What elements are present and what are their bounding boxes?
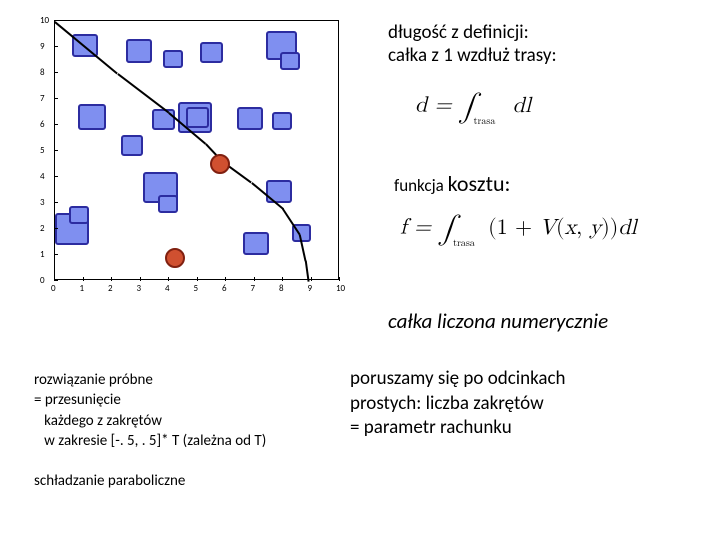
obstacle-square [163,50,183,68]
path-segment [55,21,119,74]
x-tick-label: 7 [251,283,256,294]
y-tick-label: 10 [40,15,49,26]
x-tick-label: 9 [308,283,313,294]
x-tick-label: 10 [336,283,345,294]
obstacle-square [237,107,263,130]
segments-text: poruszamy się po odcinkach prostych: lic… [350,367,566,441]
cost-formula: f = ∫trasa (1 + V(x, y))dl [400,212,637,246]
y-tick-label: 6 [40,119,45,130]
y-tick-label: 4 [40,171,45,182]
y-tick-label: 2 [40,223,45,234]
obstacle-square [69,206,89,224]
cooling-text: schładzanie paraboliczne [34,472,185,490]
path-segment [305,261,309,282]
obstacle-square [186,107,209,128]
obstacle-square [158,195,178,213]
obstacle-square [243,232,269,255]
obstacle-square [280,52,300,70]
x-tick-label: 1 [80,283,85,294]
obstacle-square [200,42,223,63]
cost-function-title: funkcja kosztu: [394,170,510,197]
y-tick-label: 0 [40,275,45,286]
x-tick-label: 6 [222,283,227,294]
y-tick-label: 7 [40,93,45,104]
chart: 012345678910012345678910 [34,20,339,295]
trial-solution-text: rozwiązanie próbne = przesunięcie każdeg… [34,370,266,451]
y-tick-label: 1 [40,249,45,260]
x-tick-label: 0 [51,283,56,294]
numeric-integral-title: całka liczona numerycznie [388,308,608,334]
obstacle-square [78,104,107,130]
y-tick-label: 3 [40,197,45,208]
x-tick-label: 8 [279,283,284,294]
x-tick-label: 3 [137,283,142,294]
obstacle-square [126,39,152,62]
y-tick-label: 5 [40,145,45,156]
y-tick-label: 8 [40,67,45,78]
obstacle-square [266,180,292,203]
length-definition-title: długość z definicji: całka z 1 wzdłuż tr… [388,22,557,68]
y-tick-label: 9 [40,41,45,52]
path-segment [117,73,169,113]
plot-background [54,20,339,280]
length-formula: d = ∫trasa dl [415,90,531,124]
obstacle-square [152,109,175,130]
x-tick-label: 4 [165,283,170,294]
obstacle-square [272,112,292,130]
obstacle-square [121,135,144,156]
target-point [210,154,230,174]
x-tick-label: 2 [108,283,113,294]
target-point [165,248,185,268]
x-tick-label: 5 [194,283,199,294]
